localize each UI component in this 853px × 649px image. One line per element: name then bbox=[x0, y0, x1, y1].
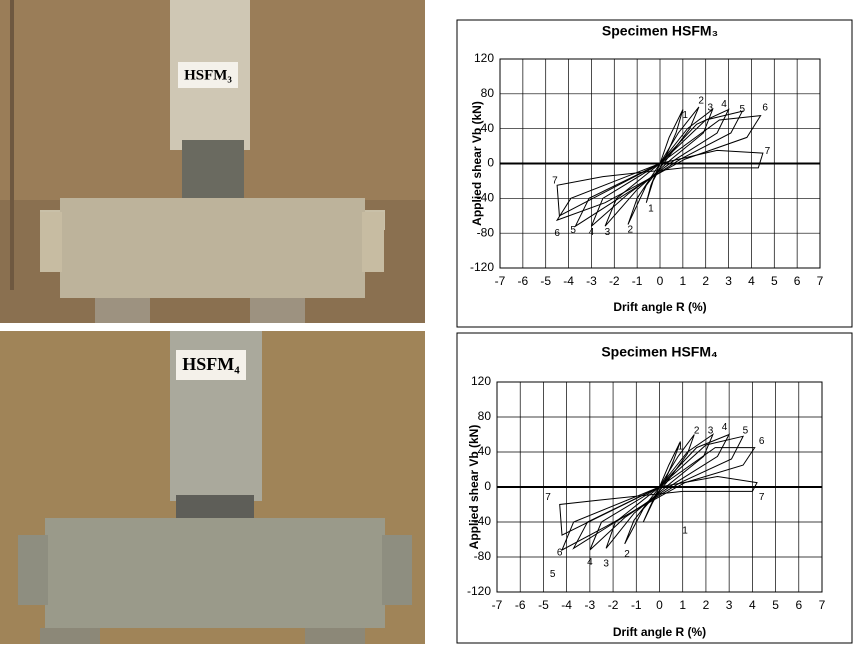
x-tick-label: 2 bbox=[703, 598, 710, 612]
annotation: 4 bbox=[587, 557, 593, 568]
annotation: 7 bbox=[759, 492, 765, 503]
hysteresis-loop bbox=[559, 475, 758, 536]
hysteresis-loop bbox=[556, 149, 764, 217]
annotation: 2 bbox=[624, 549, 630, 560]
annotation: 3 bbox=[605, 227, 611, 238]
annotation: 6 bbox=[762, 102, 768, 113]
y-tick-label: 40 bbox=[478, 444, 492, 458]
annotation: 3 bbox=[708, 426, 714, 437]
annotation: 3 bbox=[708, 102, 714, 113]
x-tick-label: -4 bbox=[561, 598, 572, 612]
photo: HSFM₄ bbox=[0, 331, 425, 644]
x-tick-label: 1 bbox=[680, 274, 687, 288]
x-tick-label: -7 bbox=[492, 598, 503, 612]
y-axis-label: Applied shear Vb (kN) bbox=[470, 101, 484, 226]
hysteresis-loop bbox=[627, 106, 700, 225]
annotation: 1 bbox=[682, 525, 688, 536]
y-tick-label: 120 bbox=[471, 374, 491, 388]
x-tick-label: 7 bbox=[817, 274, 824, 288]
x-tick-label: 3 bbox=[725, 274, 732, 288]
x-tick-label: -6 bbox=[515, 598, 526, 612]
hysteresis-loop bbox=[642, 441, 681, 523]
y-tick-label: 80 bbox=[481, 86, 495, 100]
x-tick-label: -2 bbox=[609, 274, 620, 288]
annotation: 6 bbox=[759, 436, 765, 447]
annotation: 7 bbox=[552, 176, 558, 187]
x-tick-label: 6 bbox=[795, 598, 802, 612]
photo-label: HSFM₃ bbox=[184, 67, 232, 83]
x-tick-label: -7 bbox=[495, 274, 506, 288]
x-tick-label: 1 bbox=[679, 598, 686, 612]
chart-frame bbox=[456, 19, 853, 328]
annotation: 1 bbox=[648, 203, 654, 214]
x-tick-label: 6 bbox=[794, 274, 801, 288]
photo: HSFM₃ bbox=[0, 0, 425, 323]
annotation: 2 bbox=[694, 426, 700, 437]
chart-title: Specimen HSFM₄ bbox=[601, 344, 717, 360]
x-tick-label: -6 bbox=[518, 274, 529, 288]
annotation: 5 bbox=[743, 426, 749, 437]
hysteresis-loop bbox=[561, 447, 756, 552]
y-tick-label: -80 bbox=[474, 549, 492, 563]
annotation: 2 bbox=[628, 224, 634, 235]
annotation: 4 bbox=[722, 422, 728, 433]
chart-frame bbox=[456, 332, 853, 644]
y-tick-label: 0 bbox=[484, 479, 491, 493]
annotation: 7 bbox=[765, 146, 771, 157]
annotation: 5 bbox=[570, 225, 576, 236]
x-tick-label: -5 bbox=[540, 274, 551, 288]
x-tick-label: 4 bbox=[748, 274, 755, 288]
annotation: 4 bbox=[721, 99, 727, 110]
annotation: 5 bbox=[740, 104, 746, 115]
annotation: 2 bbox=[698, 95, 704, 106]
y-tick-label: 40 bbox=[481, 121, 495, 135]
y-tick-label: -120 bbox=[470, 260, 494, 274]
x-axis-label: Drift angle R (%) bbox=[613, 625, 706, 639]
annotation: 7 bbox=[545, 492, 551, 503]
y-tick-label: -120 bbox=[467, 584, 491, 598]
chart-title: Specimen HSFM₃ bbox=[602, 23, 718, 39]
x-tick-label: 4 bbox=[749, 598, 756, 612]
x-tick-label: 0 bbox=[656, 598, 663, 612]
y-tick-label: -80 bbox=[477, 225, 495, 239]
x-tick-label: -5 bbox=[538, 598, 549, 612]
annotation: 4 bbox=[589, 227, 595, 238]
y-tick-label: 120 bbox=[474, 51, 494, 65]
x-tick-label: 5 bbox=[771, 274, 778, 288]
x-tick-label: 5 bbox=[772, 598, 779, 612]
annotation: 3 bbox=[603, 559, 609, 570]
x-tick-label: -1 bbox=[632, 274, 643, 288]
x-tick-label: -3 bbox=[585, 598, 596, 612]
y-tick-label: -40 bbox=[477, 191, 495, 205]
x-tick-label: -4 bbox=[563, 274, 574, 288]
annotation: 1 bbox=[682, 110, 688, 121]
x-tick-label: -1 bbox=[631, 598, 642, 612]
photo-label: HSFM₄ bbox=[182, 354, 240, 374]
x-tick-label: -3 bbox=[586, 274, 597, 288]
x-tick-label: -2 bbox=[608, 598, 619, 612]
annotation: 1 bbox=[678, 441, 684, 452]
x-tick-label: 2 bbox=[702, 274, 709, 288]
x-tick-label: 0 bbox=[657, 274, 664, 288]
annotation: 6 bbox=[554, 228, 560, 239]
annotation: 5 bbox=[550, 569, 556, 580]
y-tick-label: 80 bbox=[478, 409, 492, 423]
x-axis-label: Drift angle R (%) bbox=[613, 300, 706, 314]
hysteresis-loop bbox=[555, 114, 762, 222]
y-tick-label: 0 bbox=[487, 156, 494, 170]
annotation: 6 bbox=[557, 547, 563, 558]
hysteresis-loop bbox=[572, 435, 745, 550]
y-axis-label: Applied shear Vb (kN) bbox=[467, 425, 481, 550]
hysteresis-loop bbox=[605, 433, 715, 549]
y-tick-label: -40 bbox=[474, 514, 492, 528]
x-tick-label: 7 bbox=[819, 598, 826, 612]
x-tick-label: 3 bbox=[726, 598, 733, 612]
